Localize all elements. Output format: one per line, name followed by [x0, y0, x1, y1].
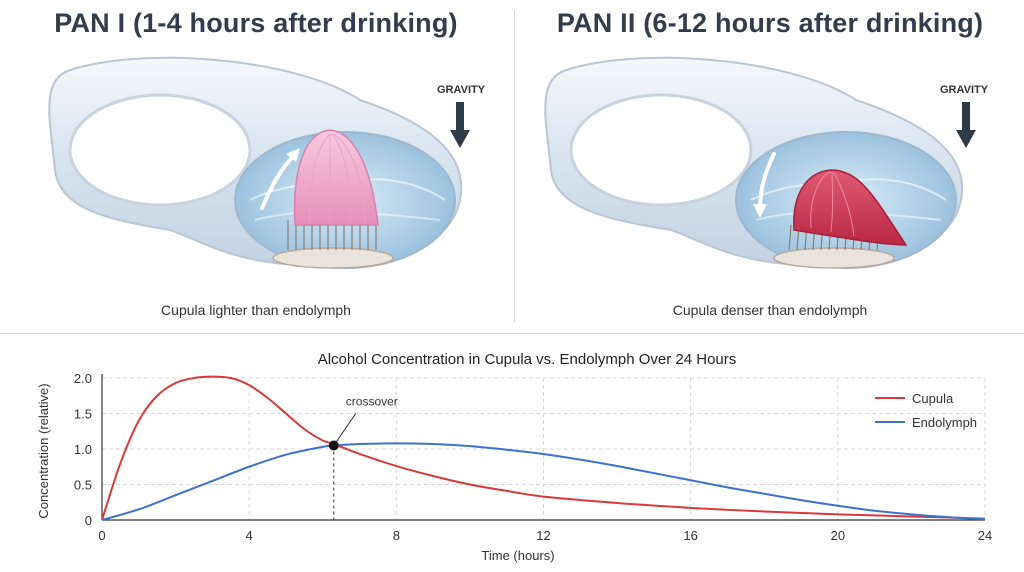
crossover-label: crossover	[346, 394, 398, 408]
y-tick-label: 1.0	[74, 442, 92, 457]
gravity-label: GRAVITY	[940, 84, 989, 96]
downward-flow-arrow	[758, 152, 776, 210]
section-divider	[0, 333, 1024, 334]
y-axis-label: Concentration (relative)	[36, 383, 51, 518]
cupula-dense	[793, 169, 908, 246]
panel-divider	[514, 10, 515, 322]
x-tick-label: 24	[978, 528, 992, 543]
y-tick-label: 2.0	[74, 371, 92, 386]
gravity-label: GRAVITY	[437, 84, 486, 96]
chart-title: Alcohol Concentration in Cupula vs. Endo…	[318, 351, 737, 368]
cupula-light	[293, 129, 379, 226]
x-tick-label: 16	[683, 528, 697, 543]
x-tick-label: 12	[536, 528, 550, 543]
canal-illustration-pan-1	[48, 56, 470, 269]
x-axis-label: Time (hours)	[481, 548, 554, 563]
crossover-point	[328, 440, 339, 451]
canal-illustration-pan-2	[544, 56, 976, 269]
panel-caption-pan-1: Cupula lighter than endolymph	[161, 302, 351, 318]
panel-pan-1: PAN I (1-4 hours after drinking)	[0, 0, 512, 330]
concentration-chart: Alcohol Concentration in Cupula vs. Endo…	[36, 351, 992, 563]
chart-axes	[101, 374, 985, 521]
panel-pan-2: PAN II (6-12 hours after drinking)	[516, 0, 1024, 330]
panel-caption-pan-2: Cupula denser than endolymph	[672, 302, 868, 318]
canal-inner-hole	[68, 93, 252, 207]
x-tick-label: 8	[393, 528, 400, 543]
chart-legend: Cupula Endolymph	[875, 391, 977, 430]
panel-title-pan-1: PAN I (1-4 hours after drinking)	[54, 8, 458, 38]
crossover-pointer	[333, 413, 357, 446]
chart-annotations: crossover	[328, 394, 398, 520]
x-tick-label: 0	[98, 528, 105, 543]
crista-base	[272, 247, 394, 269]
chart-ticks: 0 4 8 12 16 20 24 0 0.5 1.0 1.5 2.0	[74, 371, 992, 543]
x-tick-label: 4	[246, 528, 253, 543]
gravity-arrow	[962, 102, 970, 132]
legend-label-cupula: Cupula	[912, 391, 954, 406]
legend-label-endolymph: Endolymph	[912, 415, 977, 430]
x-tick-label: 20	[831, 528, 845, 543]
y-tick-label: 1.5	[74, 407, 92, 422]
panel-title-pan-2: PAN II (6-12 hours after drinking)	[556, 8, 984, 38]
y-tick-label: 0	[85, 513, 92, 528]
gravity-arrow	[456, 102, 464, 132]
crista-base	[773, 247, 895, 269]
y-tick-label: 0.5	[74, 478, 92, 493]
chart-grid	[102, 377, 986, 520]
canal-inner-hole	[569, 93, 753, 207]
series-line-endolymph	[101, 442, 986, 521]
